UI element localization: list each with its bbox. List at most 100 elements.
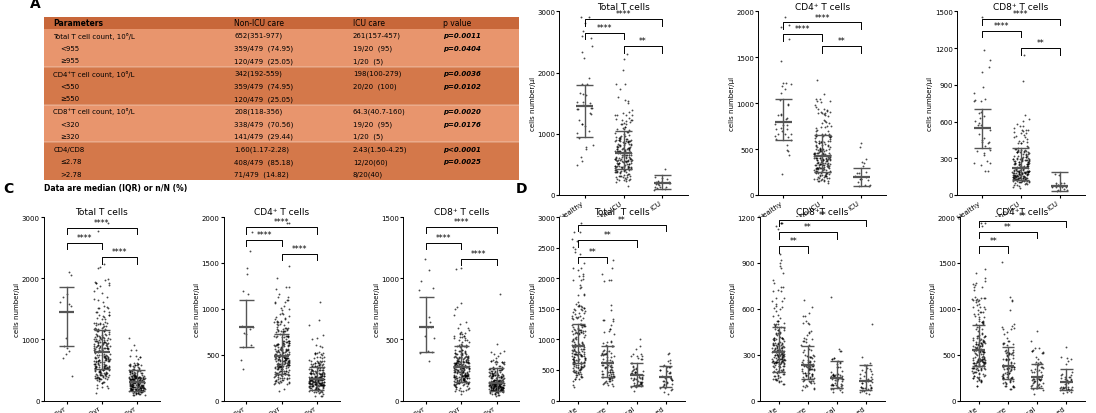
Point — [810, 141, 827, 147]
Point — [973, 340, 991, 347]
Point — [973, 14, 991, 21]
Point — [122, 360, 139, 367]
Point — [445, 335, 463, 342]
Text: ≥550: ≥550 — [60, 96, 80, 102]
Point — [818, 119, 835, 126]
Point — [93, 325, 111, 332]
Point — [810, 150, 827, 156]
Point — [773, 353, 790, 360]
Point — [489, 382, 506, 389]
Point — [850, 183, 868, 190]
Point — [629, 382, 647, 389]
Point — [1003, 386, 1020, 393]
Point — [616, 56, 633, 63]
Point — [121, 367, 138, 373]
Point — [566, 311, 583, 318]
Point — [778, 142, 796, 149]
Point — [311, 373, 329, 380]
Point — [615, 168, 632, 174]
Point — [277, 365, 295, 371]
Point — [448, 304, 466, 311]
Point — [601, 277, 618, 284]
Point — [969, 332, 986, 339]
Point — [267, 334, 285, 341]
Point — [1004, 364, 1021, 370]
Point — [457, 373, 475, 380]
Point — [1024, 385, 1041, 392]
Point — [492, 387, 510, 393]
Text: 338/479  (70.56): 338/479 (70.56) — [235, 121, 294, 128]
Point — [93, 342, 111, 349]
Point — [129, 375, 147, 381]
Point — [808, 77, 825, 84]
Point — [1000, 363, 1017, 369]
Point — [307, 378, 324, 385]
Point — [91, 334, 109, 341]
Point — [820, 146, 837, 153]
Point — [864, 379, 881, 385]
Point — [445, 364, 463, 371]
Point — [655, 378, 673, 385]
Point — [482, 387, 500, 394]
Point — [814, 151, 832, 158]
Point — [99, 346, 116, 352]
Point — [977, 366, 994, 373]
Point — [308, 335, 326, 341]
Point — [1009, 147, 1027, 154]
Point — [571, 367, 589, 374]
Point — [484, 371, 502, 378]
Point — [270, 356, 287, 363]
Point — [125, 360, 142, 367]
Point — [309, 377, 327, 384]
Point — [1008, 149, 1026, 156]
Point — [823, 356, 841, 362]
Point — [301, 378, 319, 385]
Point — [775, 366, 792, 372]
Point — [486, 370, 503, 377]
Point — [857, 175, 875, 181]
Point — [315, 364, 332, 371]
Point — [821, 170, 838, 176]
Point — [460, 364, 478, 371]
Point — [820, 133, 837, 140]
Point — [772, 361, 789, 367]
Point — [621, 166, 639, 173]
Point — [312, 381, 330, 387]
Point — [573, 339, 591, 346]
Point — [820, 175, 837, 182]
Point — [975, 135, 993, 142]
Point — [1013, 178, 1030, 185]
Point — [1014, 138, 1031, 145]
Point — [1004, 347, 1021, 354]
Point — [447, 351, 465, 358]
Point — [101, 363, 118, 369]
Point — [570, 343, 587, 349]
Point — [312, 393, 330, 399]
Point — [605, 353, 623, 360]
Point — [772, 378, 789, 385]
Point — [861, 366, 879, 372]
Point — [569, 316, 586, 322]
Point — [767, 359, 785, 366]
Point — [1062, 356, 1080, 362]
Point — [269, 362, 286, 369]
Point — [769, 113, 787, 119]
Point — [813, 110, 831, 116]
Point — [1023, 348, 1040, 354]
Point — [1054, 385, 1072, 391]
Point — [971, 348, 989, 354]
Point — [811, 155, 829, 162]
Point — [307, 373, 324, 380]
Point — [304, 386, 321, 393]
Point — [281, 359, 298, 366]
Point — [266, 354, 284, 360]
Point — [275, 331, 293, 338]
Point — [279, 346, 297, 352]
Point — [1057, 380, 1074, 387]
Point — [130, 390, 148, 397]
Point — [800, 321, 818, 328]
Text: 1/20  (5): 1/20 (5) — [353, 133, 384, 140]
Point — [972, 365, 990, 372]
Point — [1008, 121, 1026, 128]
Point — [1005, 134, 1023, 141]
